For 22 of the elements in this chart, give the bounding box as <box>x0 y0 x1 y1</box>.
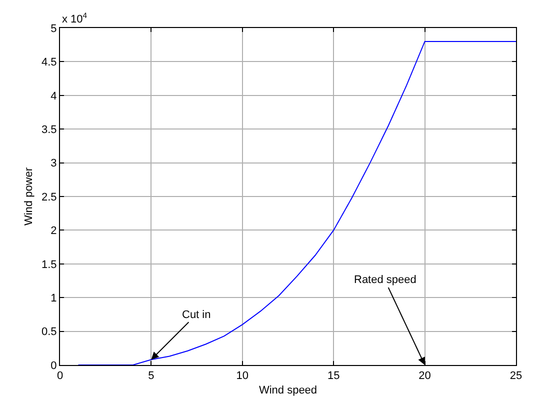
y-tick-label: 1 <box>50 292 57 304</box>
y-tick-label: 4 <box>50 90 57 102</box>
x-axis-title: Wind speed <box>258 384 318 396</box>
annotation: Cut in <box>182 309 211 321</box>
x-tick-label: 15 <box>327 370 340 382</box>
y-tick-label: 0 <box>50 360 57 372</box>
y-tick-label: 0.5 <box>42 326 57 338</box>
x-tick-label: 10 <box>236 370 249 382</box>
y-tick-label: 5 <box>50 22 57 35</box>
text: x 10$^{4}$ <box>62 11 88 26</box>
y-tick-label: 4.5 <box>42 56 57 69</box>
y-tick-label: 2.5 <box>42 191 57 204</box>
y-tick-label: 3 <box>50 158 57 170</box>
y-axis-title: Wind power <box>23 167 36 226</box>
y-tick-label: 3.5 <box>42 124 57 136</box>
y-tick-label: 2 <box>50 225 57 238</box>
line-series <box>78 40 516 365</box>
y-tick-label: 1.5 <box>42 258 57 271</box>
x-tick-label: 20 <box>418 370 431 382</box>
annotation: Rated speed <box>354 274 416 286</box>
x-tick-label: 5 <box>148 370 154 382</box>
x-tick-label: 25 <box>510 370 522 382</box>
